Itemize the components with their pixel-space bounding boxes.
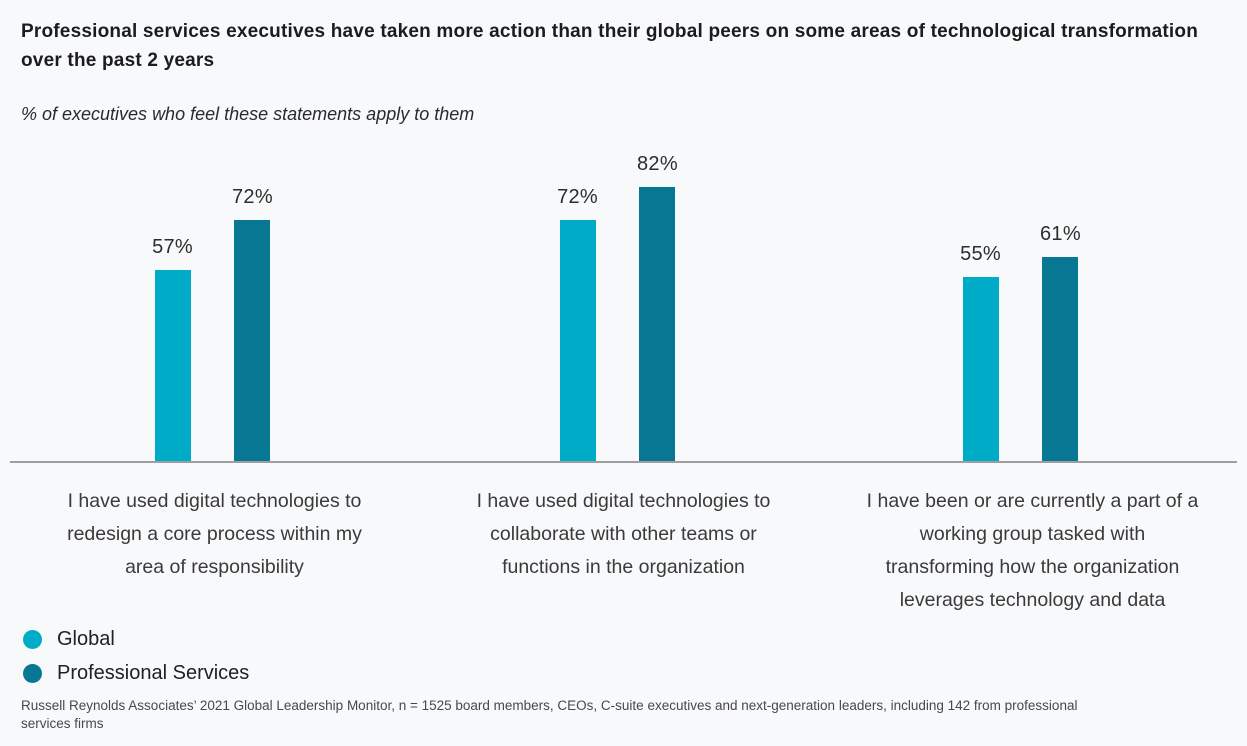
category-labels-row: I have used digital technologies to rede… bbox=[0, 485, 1247, 618]
category-label-1: I have used digital technologies to rede… bbox=[67, 490, 362, 579]
legend-label-professional-services: Professional Services bbox=[57, 662, 250, 685]
bar-global-group-2 bbox=[559, 220, 596, 461]
bar-wrap-professional-services-group-2: 82% bbox=[637, 153, 678, 461]
legend-dot-global-icon bbox=[23, 630, 42, 650]
bar-value-label-professional-services-group-2: 82% bbox=[637, 153, 678, 175]
bar-chart-plot-area: 57% 72% 72% 82% 55% 61% bbox=[0, 125, 1247, 461]
bar-wrap-professional-services-group-1: 72% bbox=[232, 186, 273, 461]
bar-professional-services-group-3 bbox=[1042, 257, 1079, 461]
bar-professional-services-group-2 bbox=[639, 187, 676, 461]
bar-group-2: 72% 82% bbox=[419, 153, 828, 461]
bar-wrap-global-group-2: 72% bbox=[557, 186, 598, 461]
source-footnote: Russell Reynolds Associates’ 2021 Global… bbox=[21, 697, 1078, 732]
legend-label-global: Global bbox=[57, 628, 115, 651]
legend-item-global: Global bbox=[23, 623, 1247, 657]
category-label-2: I have used digital technologies to coll… bbox=[476, 490, 771, 579]
bar-value-label-global-group-1: 57% bbox=[152, 236, 193, 258]
category-cell-2: I have used digital technologies to coll… bbox=[419, 485, 828, 618]
bar-global-group-1 bbox=[154, 270, 191, 461]
bar-group-1: 57% 72% bbox=[10, 186, 419, 461]
bar-pair-group-1: 57% 72% bbox=[152, 186, 273, 461]
bar-professional-services-group-1 bbox=[234, 220, 271, 461]
chart-subtitle: % of executives who feel these statement… bbox=[21, 104, 475, 124]
x-axis-line bbox=[10, 461, 1237, 463]
bar-pair-group-3: 55% 61% bbox=[960, 223, 1081, 461]
legend: Global Professional Services bbox=[23, 623, 1247, 691]
bar-wrap-global-group-1: 57% bbox=[152, 236, 193, 461]
category-label-3: I have been or are currently a part of a… bbox=[866, 490, 1199, 612]
legend-dot-professional-services-icon bbox=[23, 664, 42, 684]
bar-value-label-professional-services-group-3: 61% bbox=[1040, 223, 1081, 245]
category-cell-3: I have been or are currently a part of a… bbox=[828, 485, 1237, 618]
bar-value-label-global-group-2: 72% bbox=[557, 186, 598, 208]
bar-pair-group-2: 72% 82% bbox=[557, 153, 678, 461]
bar-group-3: 55% 61% bbox=[828, 223, 1237, 461]
bar-wrap-global-group-3: 55% bbox=[960, 243, 1001, 461]
bar-value-label-global-group-3: 55% bbox=[960, 243, 1001, 265]
legend-item-professional-services: Professional Services bbox=[23, 657, 1247, 691]
category-cell-1: I have used digital technologies to rede… bbox=[10, 485, 419, 618]
bar-wrap-professional-services-group-3: 61% bbox=[1040, 223, 1081, 461]
bar-value-label-professional-services-group-1: 72% bbox=[232, 186, 273, 208]
chart-title: Professional services executives have ta… bbox=[21, 21, 1198, 71]
bar-global-group-3 bbox=[962, 277, 999, 461]
